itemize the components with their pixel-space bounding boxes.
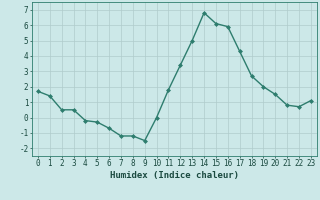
X-axis label: Humidex (Indice chaleur): Humidex (Indice chaleur)	[110, 171, 239, 180]
